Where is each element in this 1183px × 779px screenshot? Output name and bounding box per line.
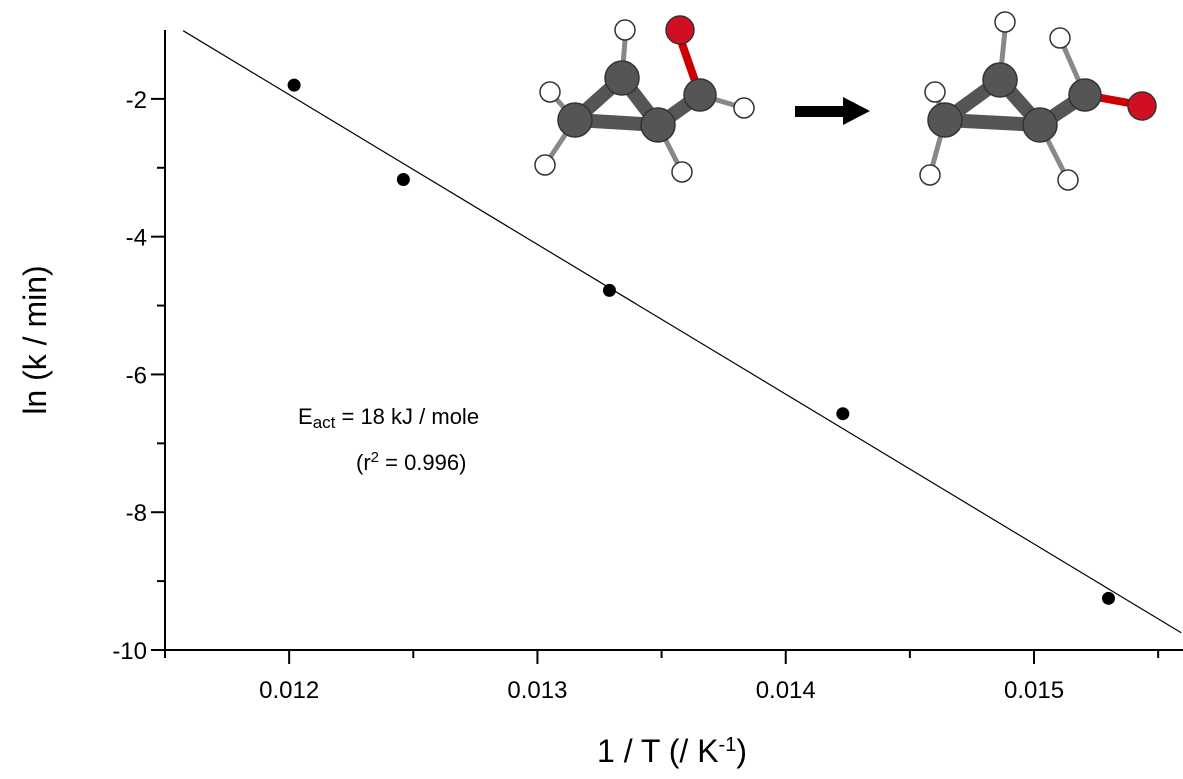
annotation-e: E: [298, 404, 313, 429]
data-point: [836, 407, 850, 421]
fit-line: [182, 30, 1182, 634]
annotation-r-sup: 2: [371, 449, 379, 466]
y-axis-label: ln (k / min): [17, 265, 53, 414]
x-label-end: ): [736, 733, 747, 769]
y-tick-label: -4: [126, 225, 147, 252]
molecule-product: [919, 11, 1157, 191]
y-tick-label: -8: [126, 500, 147, 527]
data-point: [396, 172, 410, 186]
x-tick-label: 0.013: [507, 677, 567, 704]
annotation-activation-energy: Eact = 18 kJ / mole: [298, 404, 479, 432]
annotation-r-rest: = 0.996): [379, 450, 466, 475]
x-label-text: 1 / T (/ K: [597, 733, 719, 769]
annotation-sub: act: [313, 413, 336, 432]
x-axis-label: 1 / T (/ K-1): [597, 733, 747, 769]
x-tick-label: 0.014: [756, 677, 816, 704]
x-label-sup: -1: [719, 734, 737, 756]
annotation-r-open: (r: [356, 450, 371, 475]
annotation-r2: (r2 = 0.996): [356, 449, 466, 476]
x-tick-label: 0.012: [259, 677, 319, 704]
data-point: [602, 283, 616, 297]
data-point: [1102, 591, 1116, 605]
y-tick-label: -2: [126, 87, 147, 114]
data-point: [287, 78, 301, 92]
reaction-arrow: [795, 97, 870, 125]
annotation-rest: = 18 kJ / mole: [335, 404, 479, 429]
y-tick-label: -10: [112, 638, 147, 665]
x-tick-label: 0.015: [1004, 677, 1064, 704]
y-tick-label: -6: [126, 362, 147, 389]
molecule-reactant: [534, 15, 755, 183]
